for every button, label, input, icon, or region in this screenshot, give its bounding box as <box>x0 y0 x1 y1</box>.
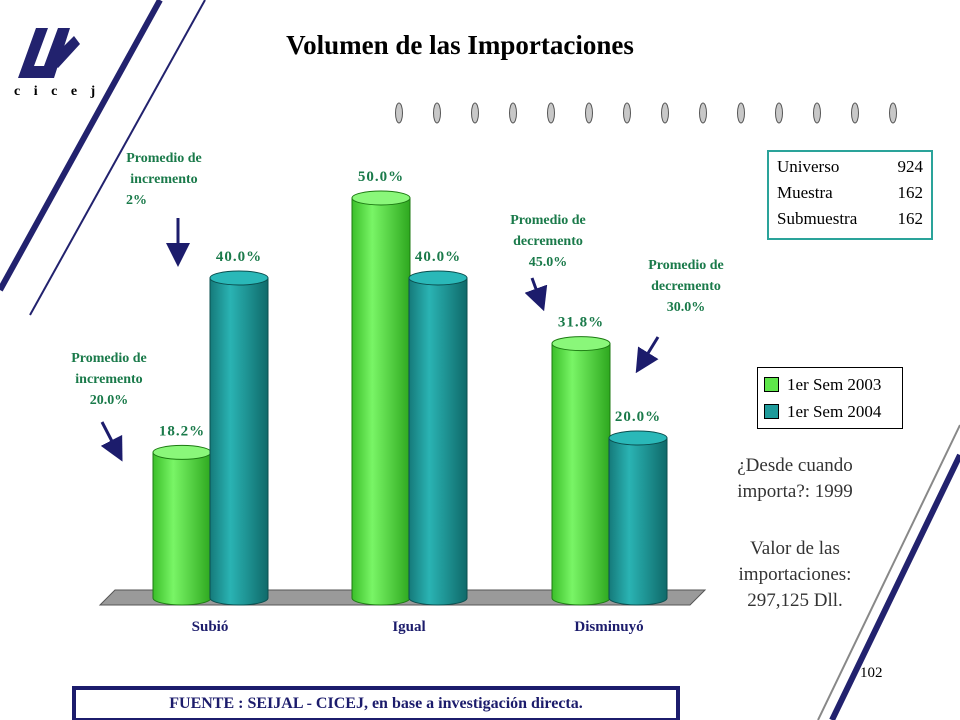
binder-ring-icon <box>509 102 517 124</box>
legend-item: 1er Sem 2003 <box>764 371 896 398</box>
stats-row: Universo 924 <box>777 154 923 180</box>
annotation-line: decremento <box>513 234 583 249</box>
binder-ring-icon <box>395 102 403 124</box>
arrow-icon <box>100 421 123 462</box>
annotation-subio-2003: Promedio de incremento 20.0% <box>44 348 174 411</box>
stats-row: Submuestra 162 <box>777 206 923 232</box>
binder-ring-icon <box>433 102 441 124</box>
chart-legend: 1er Sem 2003 1er Sem 2004 <box>757 367 903 429</box>
x-axis-category-label: Igual <box>392 619 425 635</box>
deco-line-top-left-2 <box>29 0 206 316</box>
binder-ring-icon <box>547 102 555 124</box>
source-text: FUENTE : SEIJAL - CICEJ, en base a inves… <box>76 690 676 718</box>
page-number: 102 <box>860 665 883 681</box>
binder-ring-icon <box>737 102 745 124</box>
annotation-line: incremento <box>130 172 198 187</box>
legend-label: 1er Sem 2004 <box>787 401 882 421</box>
annotation-line: Promedio de <box>510 213 586 228</box>
arrow-icon <box>524 277 548 312</box>
cicej-logo-icon <box>18 28 80 78</box>
note-line: importaciones: <box>738 564 852 585</box>
legend-swatch-2004 <box>764 404 779 419</box>
bar-disminuyó-series-2 <box>608 430 668 606</box>
binder-ring-icon <box>889 102 897 124</box>
binder-ring-icon <box>623 102 631 124</box>
binder-ring-icon <box>699 102 707 124</box>
annotation-line: incremento <box>75 372 143 387</box>
legend-label: 1er Sem 2003 <box>787 374 882 394</box>
deco-line-bottom-right-1 <box>817 424 960 720</box>
annotation-line: 2% <box>126 193 147 208</box>
binder-ring-icon <box>813 102 821 124</box>
note-desde: ¿Desde cuando importa?: 1999 <box>700 453 890 505</box>
stats-value: 162 <box>897 209 924 228</box>
bar-value-label: 40.0% <box>216 249 262 265</box>
binder-ring-icon <box>585 102 593 124</box>
page-title: Volumen de las Importaciones <box>286 30 634 60</box>
stats-label: Muestra <box>777 183 833 202</box>
bar-value-label: 31.8% <box>558 315 604 331</box>
stats-label: Submuestra <box>777 209 858 228</box>
annotation-line: 20.0% <box>89 393 129 408</box>
annotation-line: 30.0% <box>666 300 706 315</box>
annotation-line: 45.0% <box>528 255 568 270</box>
legend-item: 1er Sem 2004 <box>764 398 896 425</box>
binder-ring-icon <box>851 102 859 124</box>
x-axis-category-label: Subió <box>192 619 229 635</box>
bar-value-label: 20.0% <box>615 409 661 425</box>
bar-igual-series-2 <box>408 270 468 606</box>
arrow-icon <box>635 336 660 374</box>
annotation-disminuyo-2003: Promedio de decremento 45.0% <box>488 210 608 273</box>
note-valor: Valor de las importaciones: 297,125 Dll. <box>700 536 890 614</box>
sample-stats-box: Universo 924 Muestra 162 Submuestra 162 <box>767 150 933 240</box>
note-line: ¿Desde cuando <box>737 455 853 476</box>
bar-subió-series-2 <box>209 270 269 606</box>
annotation-line: decremento <box>651 279 721 294</box>
annotation-line: Promedio de <box>126 151 202 166</box>
bar-value-label: 50.0% <box>358 169 404 185</box>
deco-line-bottom-right-2 <box>829 453 960 720</box>
deco-line-top-left-1 <box>0 0 163 292</box>
note-line: Valor de las <box>750 538 840 559</box>
bar-value-label: 40.0% <box>415 249 461 265</box>
logo-text: c i c e j <box>14 84 101 99</box>
x-axis-category-label: Disminuyó <box>574 619 643 635</box>
bar-disminuyó-series-1 <box>551 336 611 606</box>
stats-value: 162 <box>897 183 924 202</box>
binder-ring-icon <box>471 102 479 124</box>
annotation-disminuyo-2004: Promedio de decremento 30.0% <box>626 255 746 318</box>
annotation-line: Promedio de <box>648 258 724 273</box>
note-line: 297,125 Dll. <box>747 590 843 611</box>
legend-swatch-2003 <box>764 377 779 392</box>
annotation-subio-2004: Promedio de incremento 2% <box>104 148 224 211</box>
stats-label: Universo <box>777 157 840 176</box>
binder-rings <box>395 102 897 124</box>
annotation-line: Promedio de <box>71 351 147 366</box>
note-line: importa?: 1999 <box>737 481 853 502</box>
binder-ring-icon <box>661 102 669 124</box>
bar-value-label: 18.2% <box>159 423 205 439</box>
stats-row: Muestra 162 <box>777 180 923 206</box>
binder-ring-icon <box>775 102 783 124</box>
stats-value: 924 <box>897 157 924 176</box>
